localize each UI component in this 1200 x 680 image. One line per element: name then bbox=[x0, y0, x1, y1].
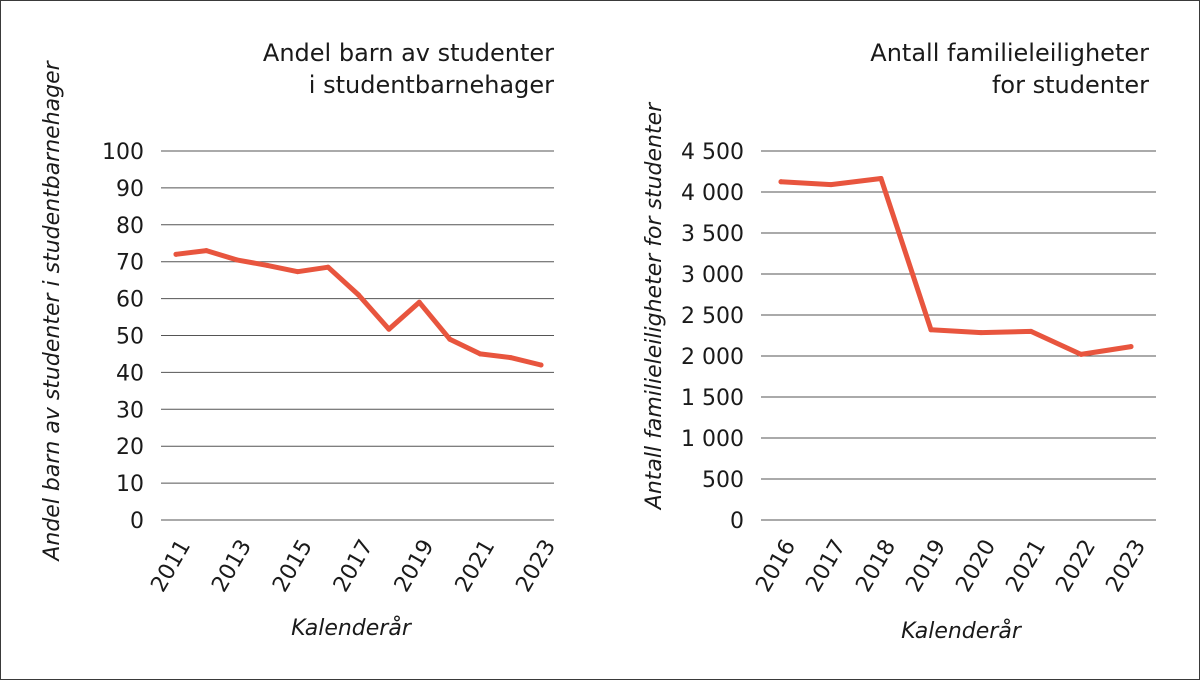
chart-1-x-tick-label: 2019 bbox=[390, 536, 440, 597]
chart-2-y-tick-label: 2 500 bbox=[681, 304, 744, 329]
chart-1-y-tick-label: 70 bbox=[116, 251, 144, 276]
chart-1-data-point bbox=[203, 248, 209, 254]
chart-2-x-tick-label: 2022 bbox=[1051, 536, 1101, 597]
chart-2-x-tick-label: 2021 bbox=[1001, 536, 1051, 597]
chart-1-x-tick-label: 2015 bbox=[268, 536, 318, 597]
chart-1-data-point bbox=[447, 336, 453, 342]
chart-2-data-point bbox=[878, 175, 884, 181]
chart-2-y-tick-label: 1 500 bbox=[681, 386, 744, 411]
chart-1-data-point bbox=[264, 262, 270, 268]
chart-1-y-tick-label: 0 bbox=[130, 509, 144, 534]
chart-1-y-tick-label: 100 bbox=[102, 140, 144, 165]
chart-1-data-point bbox=[386, 326, 392, 332]
chart-1-data-point bbox=[508, 355, 514, 361]
chart-2-data-point bbox=[1028, 328, 1034, 334]
chart-2-y-tick-label: 3 000 bbox=[681, 263, 744, 288]
chart-2-y-tick-label: 4 000 bbox=[681, 181, 744, 206]
chart-2-x-tick-label: 2020 bbox=[951, 536, 1001, 597]
chart-2-x-tick-label: 2019 bbox=[901, 536, 951, 597]
chart-1-y-axis-label: Andel barn av studenter i studentbarneha… bbox=[40, 59, 65, 562]
chart-2-x-tick-label: 2017 bbox=[801, 536, 851, 597]
chart-1-title-line-2: i studentbarnehager bbox=[309, 71, 554, 99]
chart-2-data-point bbox=[1078, 351, 1084, 357]
chart-2-x-axis-label: Kalenderår bbox=[901, 618, 1023, 644]
chart-1-x-tick-label: 2013 bbox=[207, 536, 257, 597]
chart-1-series-line bbox=[173, 248, 544, 368]
chart-1-data-point bbox=[325, 264, 331, 270]
chart-1-data-point bbox=[477, 351, 483, 357]
chart-2-title-line-1: Antall familieleiligheter bbox=[870, 39, 1149, 67]
chart-2-title-line-2: for studenter bbox=[992, 71, 1149, 99]
chart-1-y-tick-label: 90 bbox=[116, 177, 144, 202]
chart-2-data-point bbox=[778, 179, 784, 185]
chart-1-x-tick-label: 2021 bbox=[451, 536, 501, 597]
chart-1-y-tick-label: 50 bbox=[116, 325, 144, 350]
chart-1-y-tick-label: 30 bbox=[116, 398, 144, 423]
chart-1-x-tick-label: 2011 bbox=[146, 536, 196, 597]
chart-2-y-tick-label: 4 500 bbox=[681, 140, 744, 165]
chart-1-data-point bbox=[416, 299, 422, 305]
chart-2-y-tick-label: 1 000 bbox=[681, 427, 744, 452]
chart-2-x-tick-label: 2016 bbox=[751, 536, 801, 597]
chart-1-y-tick-label: 80 bbox=[116, 214, 144, 239]
chart-1-data-point bbox=[234, 257, 240, 263]
chart-1-data-point bbox=[173, 251, 179, 257]
chart-1-y-tick-label: 60 bbox=[116, 288, 144, 313]
chart-1-title-line-1: Andel barn av studenter bbox=[263, 39, 554, 67]
chart-2-y-tick-label: 0 bbox=[730, 509, 744, 534]
chart-1-x-axis-label: Kalenderår bbox=[291, 615, 413, 641]
chart-1-data-point bbox=[295, 269, 301, 275]
chart-1-y-tick-label: 40 bbox=[116, 361, 144, 386]
chart-2-series-line bbox=[778, 176, 1134, 357]
chart-2-data-point bbox=[928, 327, 934, 333]
chart-1-data-point bbox=[356, 292, 361, 298]
chart-1-data-point bbox=[538, 362, 544, 368]
chart-1-x-tick-label: 2023 bbox=[511, 536, 561, 597]
chart-2-y-tick-label: 3 500 bbox=[681, 222, 744, 247]
chart-2-x-tick-label: 2023 bbox=[1101, 536, 1151, 597]
chart-2-data-point bbox=[978, 330, 984, 336]
chart-2-y-tick-label: 500 bbox=[702, 468, 744, 493]
chart-2-data-point bbox=[1128, 344, 1134, 350]
chart-1-y-tick-label: 20 bbox=[116, 435, 144, 460]
chart-2-y-tick-label: 2 000 bbox=[681, 345, 744, 370]
chart-1-y-tick-label: 10 bbox=[116, 472, 144, 497]
chart-2-x-tick-label: 2018 bbox=[851, 536, 901, 597]
chart-2-y-axis-label: Antall familieleiligheter for studenter bbox=[642, 101, 667, 511]
chart-2-data-point bbox=[828, 182, 834, 188]
chart-1-x-tick-label: 2017 bbox=[329, 536, 379, 597]
